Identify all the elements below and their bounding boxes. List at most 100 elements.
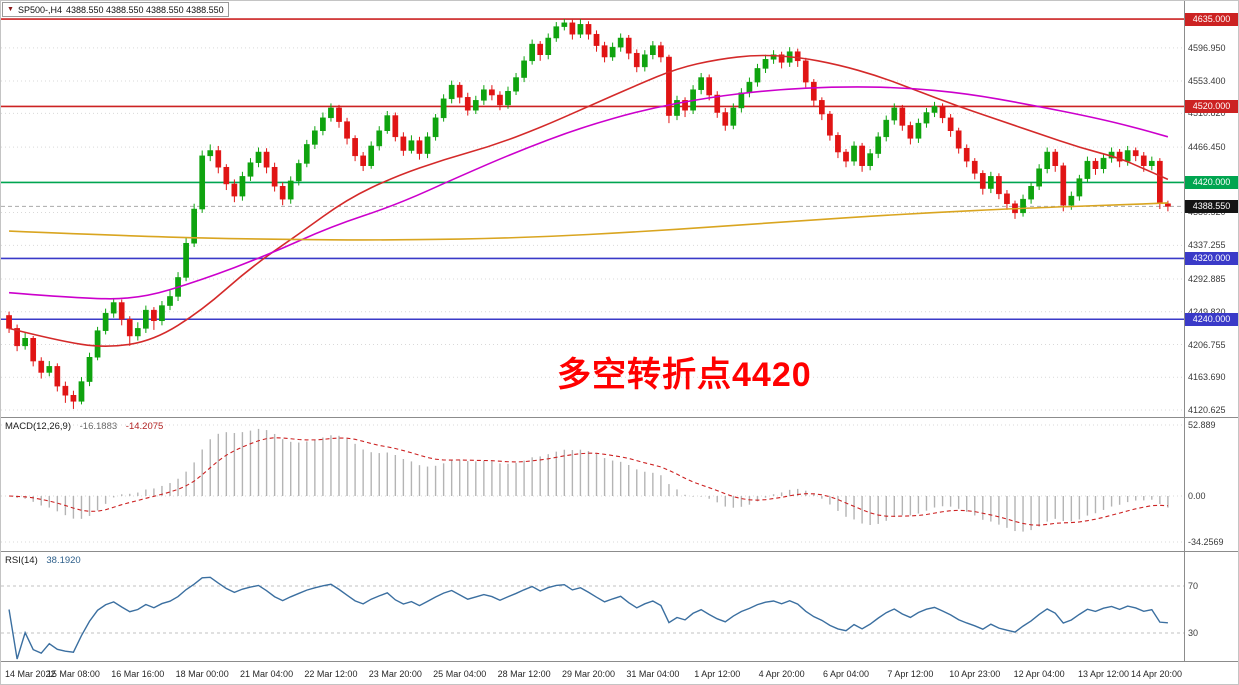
candle — [907, 125, 914, 139]
candle — [464, 97, 471, 111]
macd-signal-value: -14.2075 — [125, 421, 164, 432]
candle — [802, 60, 809, 83]
candle — [287, 180, 294, 200]
candle — [360, 155, 366, 166]
candle — [6, 315, 12, 329]
candle — [923, 112, 930, 124]
candle — [38, 360, 45, 373]
chart-annotation-text: 多空转折点4420 — [557, 356, 812, 394]
candle — [1076, 178, 1083, 197]
candle — [1060, 165, 1067, 206]
candle — [497, 94, 503, 106]
ma-magenta-mid — [8, 86, 1169, 300]
candle — [947, 117, 954, 131]
candle — [448, 84, 455, 100]
candle — [1028, 185, 1034, 200]
candle — [70, 395, 77, 402]
candle — [529, 43, 535, 62]
candle — [320, 117, 326, 131]
candle — [263, 151, 270, 168]
candle — [827, 113, 833, 136]
candle — [939, 106, 946, 119]
candle — [1020, 198, 1026, 214]
candle — [14, 328, 20, 347]
candle — [328, 107, 334, 119]
candle — [746, 81, 753, 93]
candle — [819, 100, 825, 115]
candle — [279, 185, 286, 200]
candle — [472, 100, 479, 111]
candle — [682, 100, 688, 111]
candle — [1116, 151, 1123, 162]
candle — [561, 22, 568, 27]
candle — [199, 155, 206, 210]
candle — [247, 162, 254, 177]
candle — [1132, 150, 1139, 157]
candle — [1084, 160, 1091, 179]
candle — [1036, 168, 1042, 187]
candle — [223, 166, 230, 185]
candle — [376, 130, 383, 147]
candle — [1165, 203, 1171, 207]
candle — [62, 385, 69, 396]
candle — [1004, 193, 1010, 204]
candle — [537, 43, 544, 55]
candle — [698, 77, 704, 90]
candle — [674, 100, 680, 116]
candle — [835, 135, 841, 153]
candle — [915, 122, 922, 139]
candle — [94, 330, 101, 358]
candle — [384, 115, 391, 131]
candle — [424, 136, 431, 154]
candle — [102, 312, 109, 331]
candle — [255, 151, 262, 163]
candle — [78, 381, 85, 402]
candle — [810, 81, 817, 101]
candle — [400, 136, 407, 151]
candle — [730, 107, 737, 126]
candle — [521, 60, 527, 78]
candle — [456, 84, 463, 98]
candle — [352, 138, 358, 157]
candle — [271, 166, 278, 187]
candle — [368, 145, 375, 166]
candle — [46, 366, 53, 373]
candle — [312, 130, 318, 145]
candle — [126, 319, 133, 337]
candle — [609, 46, 616, 58]
candle — [899, 107, 906, 126]
candle — [1148, 160, 1155, 166]
candle — [641, 54, 648, 68]
candle — [778, 54, 785, 63]
candle — [22, 338, 28, 347]
candle — [794, 51, 801, 62]
candle — [489, 89, 495, 96]
candle — [843, 151, 849, 162]
candle — [392, 115, 399, 138]
candle — [505, 90, 511, 106]
candle — [770, 54, 777, 60]
candle — [191, 208, 197, 244]
candle — [513, 77, 519, 92]
candle — [633, 52, 640, 68]
candle — [754, 68, 761, 83]
candle — [722, 112, 729, 126]
candle — [215, 150, 222, 168]
candle — [336, 107, 342, 122]
candle — [1068, 195, 1075, 206]
candle — [569, 22, 576, 35]
candle — [440, 98, 447, 119]
rsi-indicator-label: RSI(14) 38.1920 — [5, 555, 81, 566]
candle — [151, 309, 157, 322]
candle — [231, 183, 238, 197]
candle — [706, 77, 713, 96]
ma-red-fast — [8, 54, 1169, 348]
candle — [658, 45, 664, 58]
candle — [159, 305, 165, 322]
candle — [1052, 151, 1059, 166]
collapse-arrow-icon[interactable]: ▼ — [7, 5, 14, 13]
candle — [1157, 160, 1163, 204]
candle — [30, 338, 37, 362]
